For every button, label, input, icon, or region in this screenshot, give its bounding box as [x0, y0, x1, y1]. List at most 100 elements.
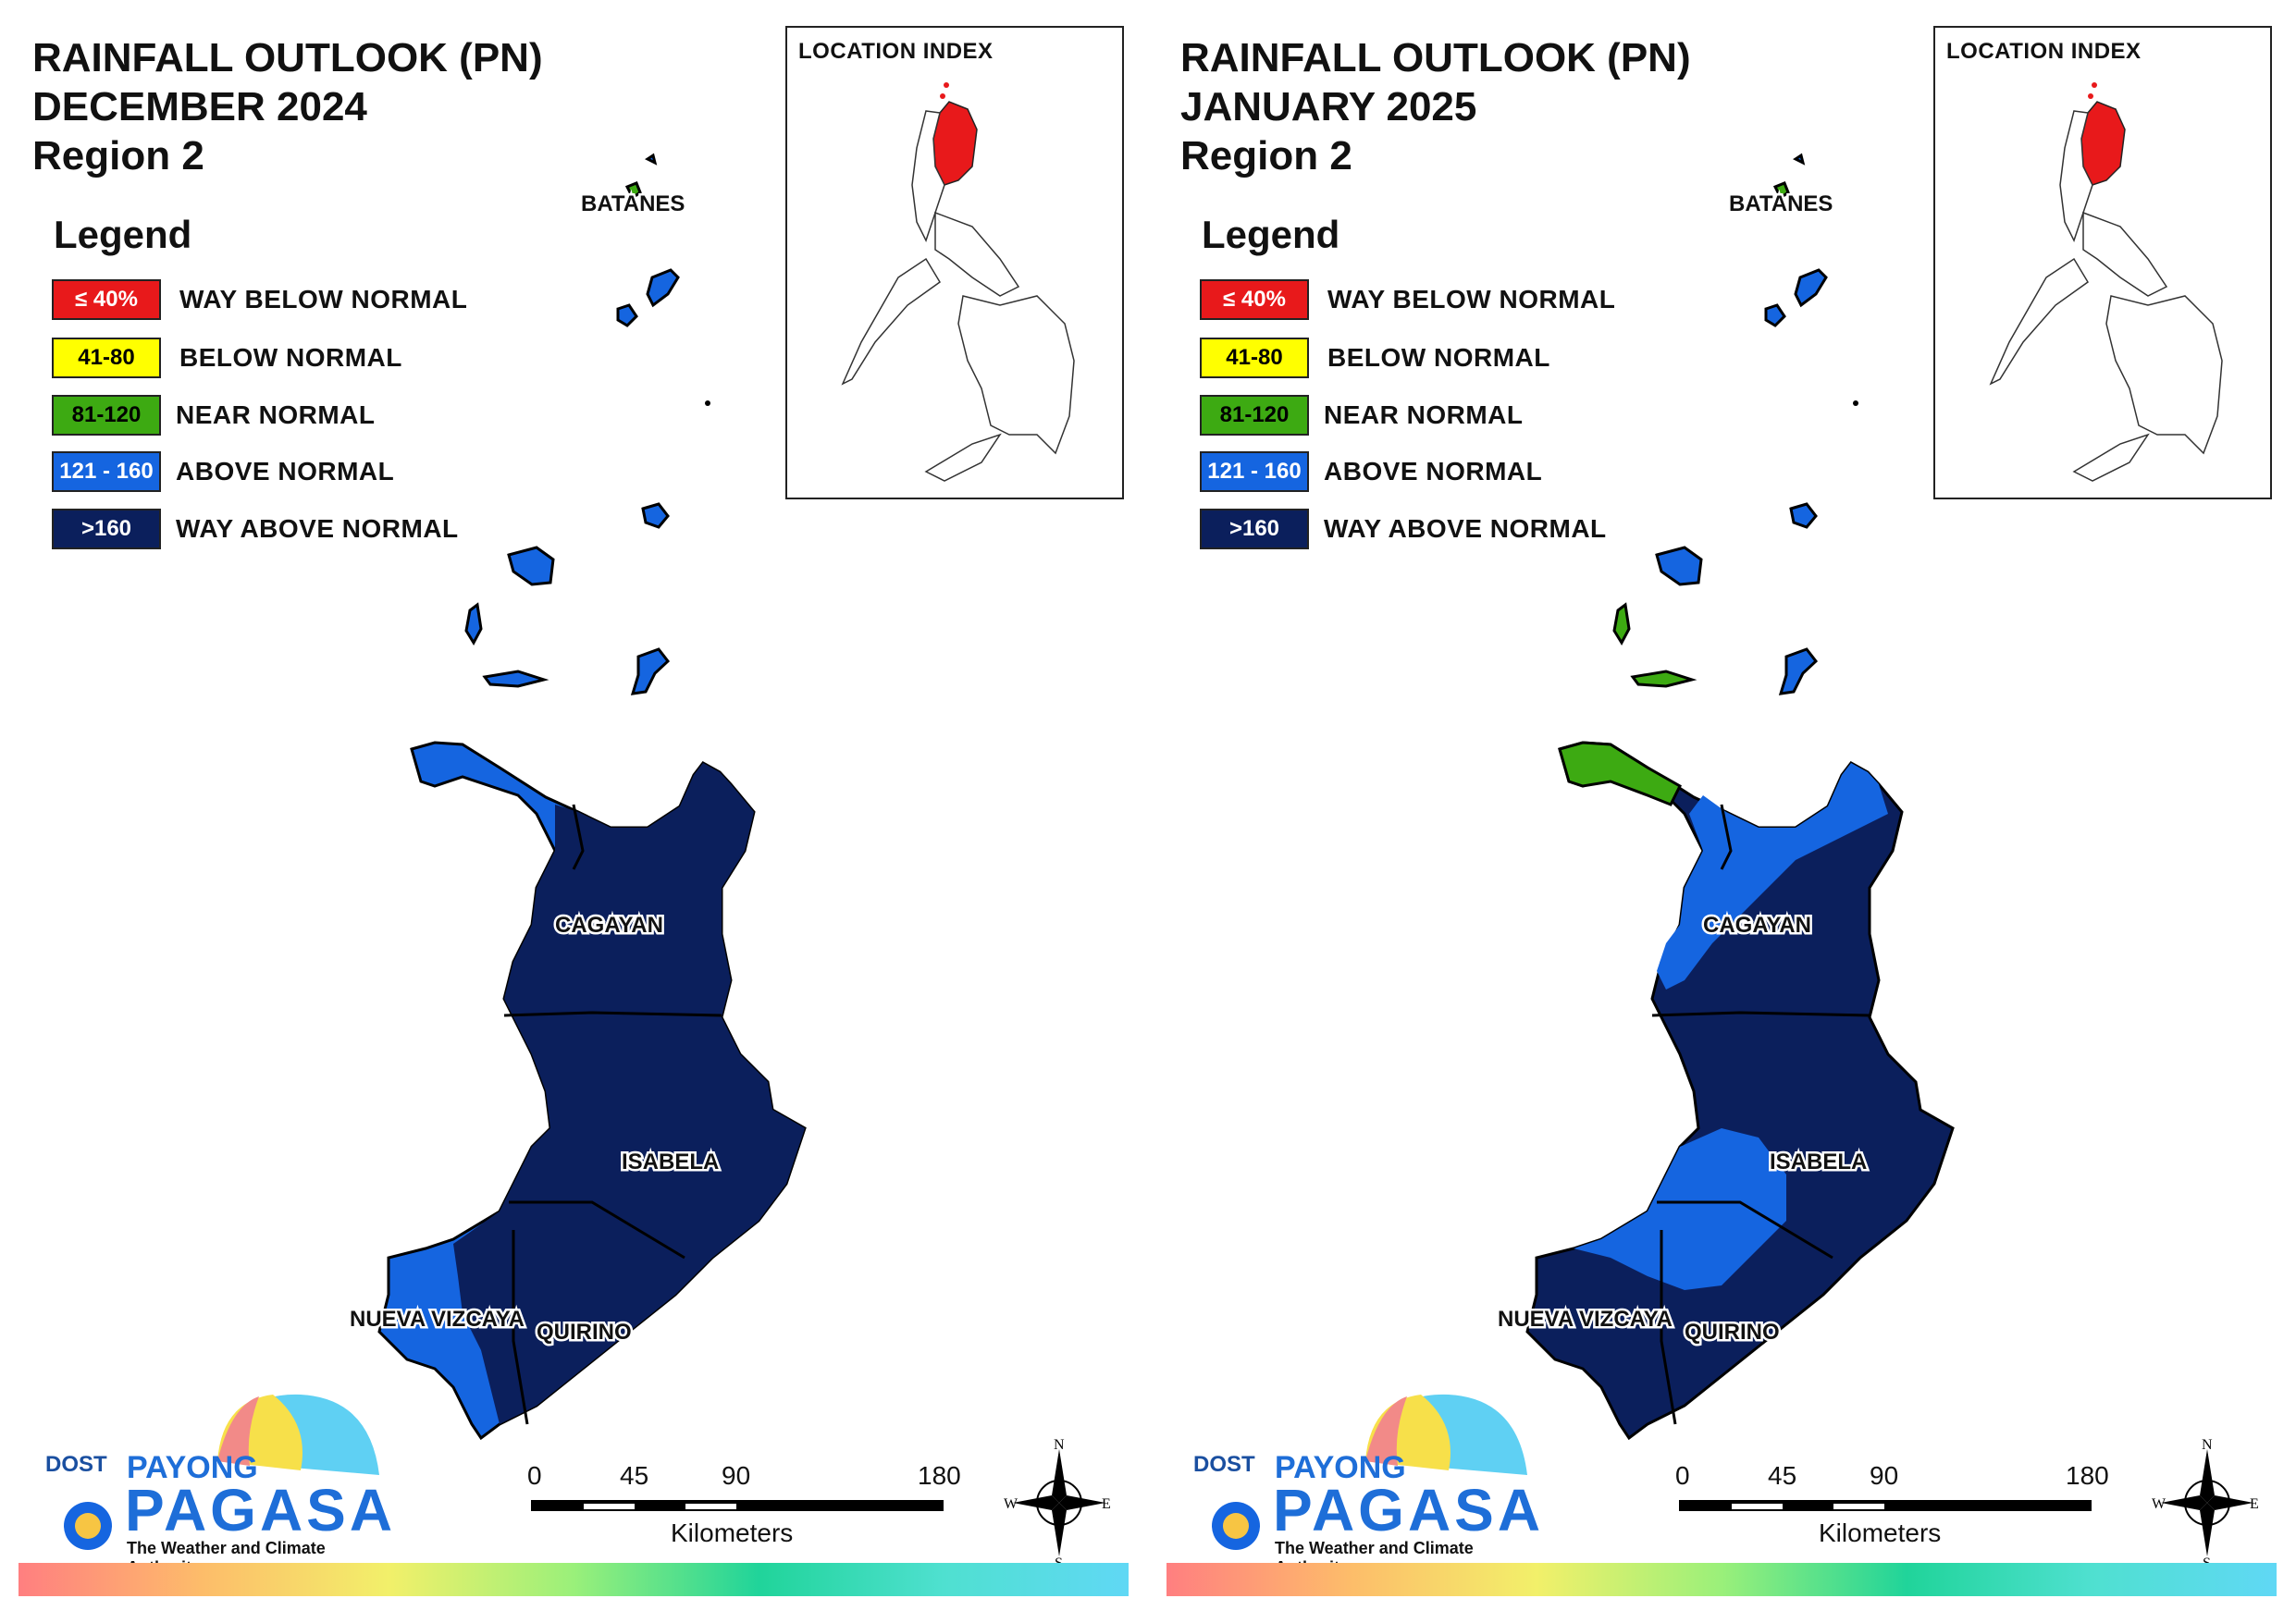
payong-pagasa-logo: DOST PAYONG PAGASA The Weather and Clima… [32, 1387, 397, 1577]
legend-label: WAY BELOW NORMAL [1327, 285, 1616, 314]
philippines-inset-map [1989, 82, 2223, 482]
legend-swatch: >160 [1200, 509, 1309, 549]
above-normal-zone-isabela [1574, 1128, 1786, 1290]
legend-swatch: 121 - 160 [52, 451, 161, 492]
scale-tick: 0 [527, 1461, 542, 1490]
nueva-vizcaya-label: NUEVA VIZCAYA [350, 1307, 525, 1332]
compass-e: E [1102, 1496, 1111, 1512]
scale-bar-graphic [531, 1500, 944, 1511]
legend-label: BELOW NORMAL [1327, 343, 1550, 372]
philippines-inset-map [841, 82, 1075, 482]
babuyan-island [1778, 647, 1819, 695]
cagayan-label: CAGAYAN [1703, 913, 1811, 938]
nueva-vizcaya-label: NUEVA VIZCAYA [1498, 1307, 1673, 1332]
compass-e: E [2250, 1496, 2259, 1512]
legend-swatch: 81-120 [1200, 395, 1309, 436]
scale-tick: 0 [1675, 1461, 1690, 1490]
babuyan-island [482, 670, 549, 688]
babuyan-island [616, 303, 638, 327]
title-line-2: JANUARY 2025 [1180, 84, 1477, 129]
scale-unit: Kilometers [1819, 1518, 1942, 1547]
scale-tick: 90 [722, 1461, 751, 1490]
legend-label: BELOW NORMAL [179, 343, 402, 372]
legend-title: Legend [54, 213, 192, 256]
quirino-label: QUIRINO [537, 1320, 632, 1345]
scale-bar: 0 45 90 180 Kilometers [1675, 1461, 2109, 1554]
scale-tick: 45 [620, 1461, 649, 1490]
legend-label: WAY ABOVE NORMAL [1324, 514, 1607, 543]
region2-map: BATANES CAGAYAN ISABELA NUEVA VIZCAYA QU… [1496, 153, 1955, 1441]
payong-pagasa-logo: DOST PAYONG PAGASA The Weather and Clima… [1180, 1387, 1541, 1577]
outlook-panel-january: RAINFALL OUTLOOK (PN) JANUARY 2025 Regio… [1148, 0, 2296, 1623]
compass-w: W [2152, 1496, 2166, 1512]
babuyan-island [464, 602, 483, 646]
batanes-island [1772, 181, 1790, 201]
above-normal-zone-cagayan [1657, 763, 1888, 990]
babuyan-island [507, 546, 555, 586]
babuyan-island [641, 502, 670, 529]
way-above-normal-zone [453, 763, 805, 1424]
batanes-island [624, 181, 642, 201]
batanes-island-small [645, 153, 658, 166]
batanes-label: BATANES [581, 191, 685, 216]
legend-label: NEAR NORMAL [1324, 400, 1524, 429]
near-normal-zone [1558, 741, 1682, 806]
title-line-1: RAINFALL OUTLOOK (PN) [1180, 35, 1691, 80]
location-index-title: LOCATION INDEX [798, 39, 994, 64]
location-index-title: LOCATION INDEX [1946, 39, 2142, 64]
compass-rose-icon: N S W E [1004, 1437, 1115, 1571]
babuyan-island [1655, 546, 1703, 586]
scale-bar: 0 45 90 180 Kilometers [527, 1461, 961, 1554]
babuyan-island [630, 647, 671, 695]
legend-swatch: 41-80 [1200, 338, 1309, 378]
logo-payong: PAYONG [127, 1450, 258, 1485]
legend-swatch: 41-80 [52, 338, 161, 378]
outlook-panel-december: RAINFALL OUTLOOK (PN) DECEMBER 2024 Regi… [19, 26, 1129, 1596]
legend-swatch: ≤ 40% [1200, 279, 1309, 320]
legend-label: WAY BELOW NORMAL [179, 285, 468, 314]
map-title: RAINFALL OUTLOOK (PN) JANUARY 2025 Regio… [1180, 33, 1691, 180]
logo-dost: DOST [45, 1452, 107, 1477]
footer-gradient-bar [19, 1563, 1129, 1596]
scale-tick: 90 [1870, 1461, 1899, 1490]
scale-tick: 180 [2066, 1461, 2109, 1490]
map-title: RAINFALL OUTLOOK (PN) DECEMBER 2024 Regi… [32, 33, 543, 180]
region2-map: BATANES CAGAYAN ISABELA NUEVA VIZCAYA QU… [350, 153, 807, 1441]
compass-w: W [1004, 1496, 1018, 1512]
umbrella-icon [1212, 1394, 1527, 1550]
babuyan-island [646, 268, 680, 308]
cagayan-label: CAGAYAN [555, 913, 663, 938]
legend-label: NEAR NORMAL [176, 400, 376, 429]
scale-tick: 45 [1768, 1461, 1797, 1490]
legend-swatch: >160 [52, 509, 161, 549]
scale-unit: Kilometers [671, 1518, 794, 1547]
location-index-inset: LOCATION INDEX [1933, 26, 2272, 499]
isabela-label: ISABELA [1770, 1150, 1867, 1174]
logo-dost: DOST [1193, 1452, 1255, 1477]
scale-bar-graphic [1679, 1500, 2092, 1511]
title-line-3: Region 2 [32, 133, 204, 178]
batanes-label: BATANES [1729, 191, 1833, 216]
isabela-label: ISABELA [622, 1150, 719, 1174]
umbrella-icon [64, 1394, 379, 1550]
logo-payong: PAYONG [1275, 1450, 1406, 1485]
babuyan-island [1764, 303, 1786, 327]
title-line-2: DECEMBER 2024 [32, 84, 367, 129]
legend-swatch: ≤ 40% [52, 279, 161, 320]
batanes-island-small [1793, 153, 1806, 166]
title-line-1: RAINFALL OUTLOOK (PN) [32, 35, 543, 80]
babuyan-island [1794, 268, 1828, 308]
quirino-label: QUIRINO [1685, 1320, 1780, 1345]
legend-label: ABOVE NORMAL [1324, 457, 1543, 486]
footer-gradient-bar [1167, 1563, 2277, 1596]
legend-label: WAY ABOVE NORMAL [176, 514, 459, 543]
scale-tick: 180 [918, 1461, 961, 1490]
babuyan-island [1630, 670, 1697, 688]
legend-title: Legend [1202, 213, 1340, 256]
compass-n: N [2202, 1438, 2213, 1453]
legend-swatch: 81-120 [52, 395, 161, 436]
title-line-3: Region 2 [1180, 133, 1352, 178]
logo-pagasa: PAGASA [125, 1477, 397, 1543]
location-index-inset: LOCATION INDEX [785, 26, 1124, 499]
babuyan-island [1789, 502, 1818, 529]
